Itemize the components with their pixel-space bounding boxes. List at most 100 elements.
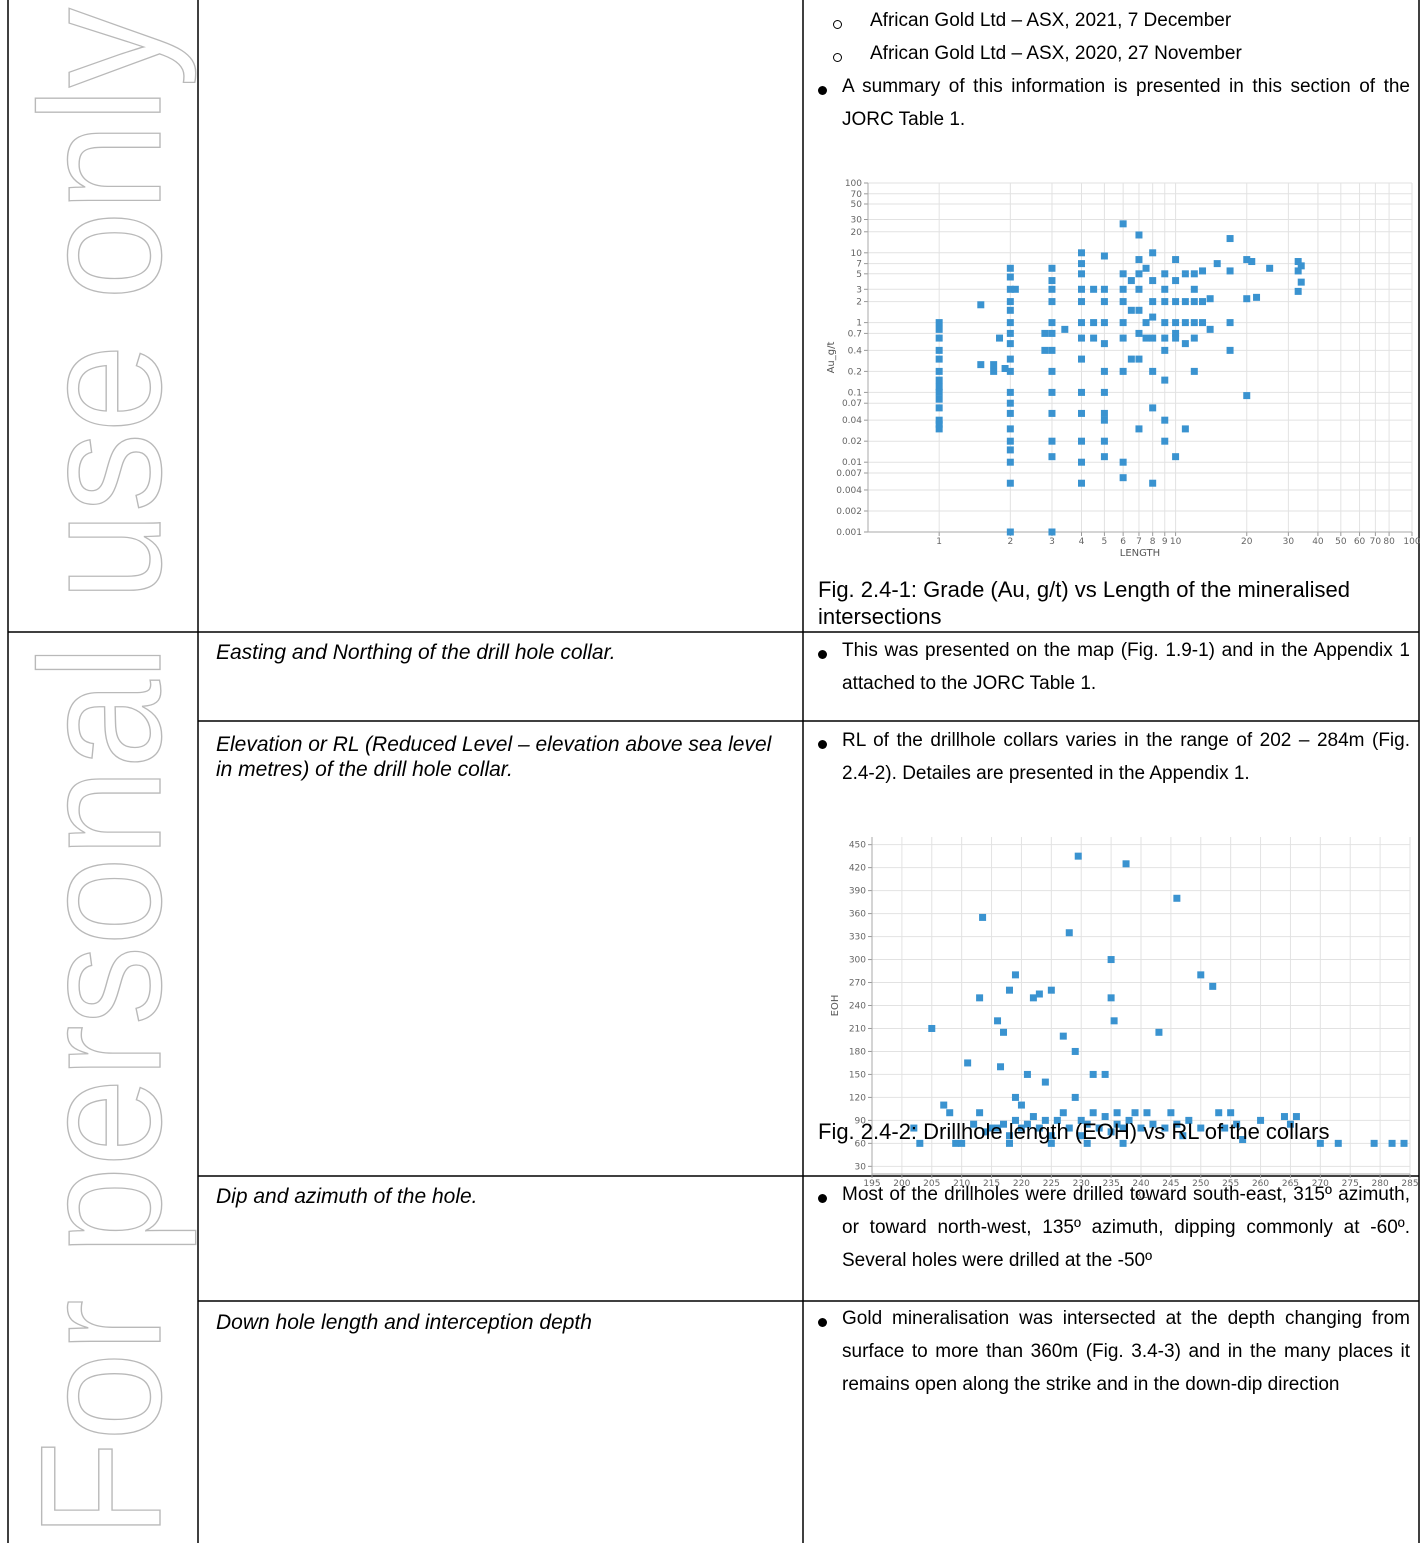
data-point: [1100, 453, 1108, 461]
data-point: [1119, 1139, 1127, 1147]
row-label: Elevation or RL (Reduced Level – elevati…: [216, 733, 772, 781]
x-tick-label: 235: [1103, 1179, 1120, 1189]
data-point: [1155, 1028, 1163, 1036]
data-point: [1100, 437, 1108, 445]
data-point: [1100, 367, 1108, 375]
y-tick-label: 0.7: [848, 329, 862, 339]
data-point: [1006, 528, 1014, 536]
data-point: [1041, 346, 1049, 354]
data-point: [1101, 1113, 1109, 1121]
x-tick-label: 215: [983, 1179, 1000, 1189]
data-point: [1226, 235, 1234, 243]
x-tick-label: 260: [1252, 1179, 1269, 1189]
data-point: [964, 1059, 972, 1067]
x-tick-label: 285: [1401, 1179, 1418, 1189]
data-point: [1233, 1120, 1241, 1128]
data-point: [1190, 285, 1198, 293]
data-point: [1048, 367, 1056, 375]
y-tick-label: 0.4: [848, 346, 863, 356]
data-point: [935, 334, 943, 342]
data-point: [1006, 367, 1014, 375]
data-point: [1048, 409, 1056, 417]
data-point: [1185, 1116, 1193, 1124]
bullet: [818, 740, 827, 749]
data-point: [1006, 399, 1014, 407]
data-point: [1161, 334, 1169, 342]
data-point: [1143, 1109, 1151, 1117]
data-point: [1089, 1109, 1097, 1117]
data-point: [1206, 325, 1214, 333]
data-point: [1197, 971, 1205, 979]
x-tick-label: 6: [1120, 537, 1126, 547]
y-tick-label: 3: [856, 285, 862, 295]
x-tick-label: 195: [863, 1179, 880, 1189]
data-point: [1113, 1109, 1121, 1117]
y-tick-label: 0.004: [836, 486, 862, 496]
data-point: [1161, 416, 1169, 424]
data-point: [940, 1101, 948, 1109]
y-tick-label: 300: [849, 956, 866, 966]
data-point: [935, 416, 943, 424]
data-point: [1005, 986, 1013, 994]
data-point: [935, 404, 943, 412]
data-point: [1029, 1113, 1037, 1121]
data-point: [1110, 1017, 1118, 1025]
data-point: [1127, 355, 1135, 363]
data-point: [1172, 334, 1180, 342]
data-point: [1078, 270, 1086, 278]
x-tick-label: 270: [1312, 1179, 1329, 1189]
y-tick-label: 0.007: [836, 469, 862, 479]
data-point: [1172, 319, 1180, 327]
data-point: [1190, 298, 1198, 306]
data-point: [1167, 1109, 1175, 1117]
x-tick-label: 220: [1013, 1179, 1030, 1189]
data-point: [1135, 256, 1143, 264]
x-tick-label: 5: [1102, 537, 1108, 547]
data-point: [1083, 1139, 1091, 1147]
data-point: [1078, 437, 1086, 445]
data-point: [1078, 249, 1086, 257]
data-point: [1119, 367, 1127, 375]
y-tick-label: 0.001: [836, 528, 862, 538]
data-point: [1199, 267, 1207, 275]
data-point: [1100, 340, 1108, 348]
y-tick-label: 390: [849, 887, 866, 897]
bullet-text: This was presented on the map (Fig. 1.9-…: [842, 640, 1410, 694]
data-point: [1161, 270, 1169, 278]
data-point: [1149, 277, 1157, 285]
data-point: [952, 1139, 960, 1147]
x-tick-label: 275: [1342, 1179, 1359, 1189]
y-tick-label: 120: [849, 1093, 866, 1103]
data-point: [1100, 285, 1108, 293]
y-tick-label: 20: [851, 228, 863, 238]
data-point: [1053, 1116, 1061, 1124]
data-point: [1048, 388, 1056, 396]
sub-item: African Gold Ltd – ASX, 2021, 7 December: [870, 10, 1232, 31]
y-tick-label: 0.04: [842, 416, 862, 426]
data-point: [1161, 285, 1169, 293]
bullet: [818, 650, 827, 659]
data-point: [1048, 319, 1056, 327]
data-point: [1077, 1132, 1085, 1140]
y-tick-label: 50: [851, 200, 863, 210]
data-point: [1078, 479, 1086, 487]
data-point: [1078, 334, 1086, 342]
data-point: [1127, 277, 1135, 285]
data-point: [1226, 267, 1234, 275]
data-point: [979, 913, 987, 921]
data-point: [1071, 1047, 1079, 1055]
data-point: [916, 1139, 924, 1147]
data-point: [1149, 404, 1157, 412]
data-point: [1077, 1116, 1085, 1124]
data-point: [1119, 298, 1127, 306]
data-point: [1226, 346, 1234, 354]
x-tick-label: 210: [953, 1179, 970, 1189]
x-tick-label: 70: [1370, 537, 1382, 547]
data-point: [1388, 1139, 1396, 1147]
y-tick-label: 270: [849, 979, 866, 989]
data-point: [1006, 437, 1014, 445]
y-tick-label: 420: [849, 864, 866, 874]
data-point: [935, 325, 943, 333]
data-point: [1119, 334, 1127, 342]
data-point: [1048, 453, 1056, 461]
